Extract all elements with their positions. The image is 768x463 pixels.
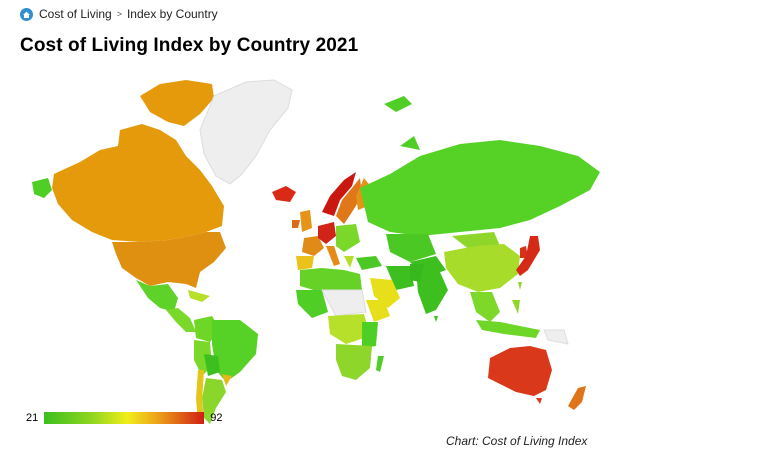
region-ireland[interactable] <box>292 220 300 228</box>
region-north-africa[interactable] <box>300 268 362 292</box>
region-west-africa[interactable] <box>296 290 328 318</box>
region-indonesia[interactable] <box>476 320 540 338</box>
region-central-africa[interactable] <box>328 314 370 344</box>
region-iran[interactable] <box>386 266 414 290</box>
region-canada-arctic[interactable] <box>140 80 214 126</box>
region-uk[interactable] <box>300 210 312 232</box>
world-map[interactable] <box>22 72 628 432</box>
color-legend: 21 92 <box>26 410 223 426</box>
region-norway[interactable] <box>322 172 356 216</box>
region-tasmania[interactable] <box>536 398 542 404</box>
chart-credit: Chart: Cost of Living Index <box>446 434 588 448</box>
region-new-zealand[interactable] <box>568 386 586 410</box>
region-kazakhstan[interactable] <box>386 234 436 262</box>
region-italy[interactable] <box>326 246 340 266</box>
region-eastern-europe[interactable] <box>336 224 360 252</box>
region-china[interactable] <box>444 244 520 292</box>
region-alaska[interactable] <box>32 178 52 198</box>
region-mexico[interactable] <box>136 280 178 312</box>
legend-gradient-bar <box>44 412 205 424</box>
breadcrumb: Cost of Living > Index by Country <box>20 6 218 22</box>
region-france[interactable] <box>302 236 324 256</box>
region-india[interactable] <box>416 270 448 314</box>
breadcrumb-separator: > <box>116 9 122 19</box>
region-chile[interactable] <box>196 370 204 424</box>
region-australia[interactable] <box>488 346 552 396</box>
legend-min-label: 21 <box>26 412 39 424</box>
region-central-america[interactable] <box>166 308 196 332</box>
home-icon[interactable] <box>20 7 33 21</box>
region-russia[interactable] <box>360 140 600 236</box>
legend-max-label: 92 <box>210 412 223 424</box>
region-pakistan[interactable] <box>410 264 424 282</box>
region-central-europe[interactable] <box>318 222 336 244</box>
region-east-africa[interactable] <box>362 322 378 348</box>
region-canada[interactable] <box>52 124 224 242</box>
region-argentina[interactable] <box>202 378 226 424</box>
region-southern-africa[interactable] <box>336 344 372 380</box>
region-spain[interactable] <box>296 256 314 270</box>
region-taiwan[interactable] <box>518 282 522 290</box>
region-caribbean[interactable] <box>188 290 210 302</box>
region-arabia[interactable] <box>370 278 400 308</box>
region-greenland <box>199 79 293 185</box>
region-sri-lanka[interactable] <box>434 316 438 322</box>
region-greece[interactable] <box>344 256 354 268</box>
region-southeast-asia[interactable] <box>470 292 500 322</box>
region-japan[interactable] <box>516 236 540 276</box>
region-bolivia[interactable] <box>204 354 220 376</box>
region-usa[interactable] <box>112 232 226 288</box>
region-svalbard[interactable] <box>384 96 412 112</box>
region-sahel <box>321 289 367 317</box>
region-brazil[interactable] <box>212 320 258 382</box>
region-russia-arctic[interactable] <box>400 136 420 150</box>
breadcrumb-link-cost-of-living[interactable]: Cost of Living <box>39 7 112 21</box>
region-turkey[interactable] <box>356 256 382 270</box>
breadcrumb-current: Index by Country <box>126 7 218 21</box>
region-papua <box>543 329 569 345</box>
region-uruguay[interactable] <box>222 374 232 386</box>
region-madagascar[interactable] <box>376 356 384 372</box>
region-iceland[interactable] <box>272 186 296 202</box>
region-ethiopia[interactable] <box>366 300 390 322</box>
region-philippines[interactable] <box>512 300 520 314</box>
page-title: Cost of Living Index by Country 2021 <box>20 35 359 56</box>
region-sweden[interactable] <box>336 178 362 224</box>
region-korea[interactable] <box>520 246 528 258</box>
